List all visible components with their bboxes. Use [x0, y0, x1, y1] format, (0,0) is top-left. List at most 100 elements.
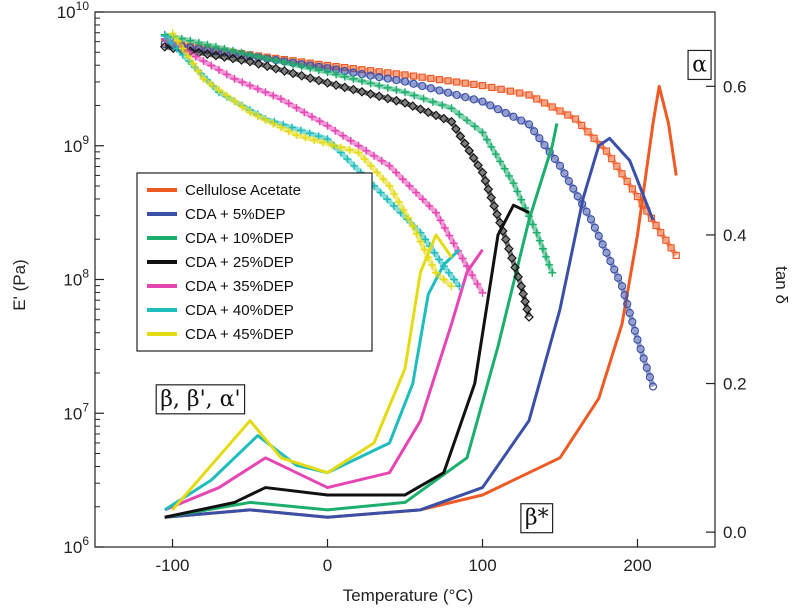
data-point	[428, 261, 437, 270]
data-point	[464, 145, 475, 156]
data-point	[159, 41, 170, 52]
data-point	[416, 237, 425, 246]
left-tick-exponent: 6	[82, 534, 89, 548]
data-point	[556, 107, 564, 115]
data-point	[202, 49, 213, 59]
tan-delta-line	[164, 136, 655, 519]
right-axis-title: tan δ	[772, 266, 791, 304]
data-point	[478, 81, 487, 90]
data-point	[336, 143, 345, 152]
left-tick-exponent: 10	[76, 0, 90, 13]
data-point	[360, 155, 369, 164]
data-point	[507, 253, 517, 263]
data-point	[238, 102, 247, 111]
data-point	[436, 216, 445, 225]
data-point	[392, 168, 401, 177]
data-point	[506, 87, 514, 95]
data-point	[432, 268, 440, 277]
data-point	[207, 61, 216, 70]
data-point	[349, 74, 358, 83]
data-point	[461, 79, 469, 87]
data-point	[277, 94, 285, 103]
left-tick-exponent: 8	[82, 267, 89, 281]
data-point	[357, 77, 366, 86]
data-point	[191, 52, 200, 61]
data-point	[504, 243, 514, 254]
data-point	[528, 220, 537, 229]
data-point	[573, 192, 582, 201]
data-point	[458, 254, 467, 263]
data-point	[357, 86, 367, 97]
data-point	[322, 78, 333, 88]
data-point	[532, 228, 541, 237]
data-point	[548, 268, 557, 277]
data-point	[623, 177, 631, 186]
data-point	[327, 140, 336, 149]
data-point	[219, 52, 230, 62]
data-point	[168, 29, 177, 38]
data-point	[455, 282, 464, 291]
data-point	[425, 201, 434, 210]
data-point	[392, 75, 401, 85]
data-point	[222, 91, 231, 100]
data-point	[517, 116, 526, 125]
data-point	[618, 170, 626, 178]
data-point	[488, 83, 496, 92]
data-point	[594, 231, 603, 241]
data-point	[518, 289, 529, 299]
legend-label: CDA + 25%DEP	[185, 254, 294, 271]
data-point	[447, 282, 456, 291]
data-point	[483, 184, 494, 195]
data-point	[455, 131, 466, 142]
data-point	[540, 140, 549, 150]
x-tick-label: 200	[623, 556, 651, 575]
data-point	[323, 121, 332, 130]
series-group	[160, 34, 487, 512]
data-point	[306, 64, 315, 73]
data-point	[500, 234, 511, 245]
data-point	[391, 95, 402, 106]
data-point	[620, 291, 629, 300]
left-tick-label: 1010	[57, 0, 90, 22]
data-point	[602, 248, 611, 257]
data-point	[473, 160, 483, 171]
data-point	[438, 101, 447, 110]
data-point	[292, 131, 301, 140]
data-point	[596, 141, 604, 149]
data-point	[473, 279, 482, 288]
left-tick-base: 10	[63, 404, 82, 423]
data-point	[410, 72, 418, 80]
data-point	[582, 207, 591, 216]
data-point	[516, 89, 524, 97]
data-point	[339, 82, 350, 93]
x-tick-label: 0	[323, 556, 332, 575]
data-point	[389, 201, 398, 210]
data-point	[374, 91, 385, 102]
data-point	[315, 117, 324, 126]
data-point	[513, 187, 522, 196]
annotation-box	[687, 49, 712, 81]
data-point	[431, 110, 441, 121]
data-point	[453, 78, 461, 86]
left-tick-label: 109	[63, 133, 89, 156]
annotations: α β, β', α' β*	[155, 49, 712, 534]
data-point	[418, 73, 426, 81]
data-point	[410, 91, 419, 100]
data-point	[236, 55, 247, 65]
data-point	[376, 188, 385, 197]
legend-label: Cellulose Acetate	[185, 182, 301, 199]
x-axis-title: Temperature (°C)	[343, 586, 474, 605]
data-point	[492, 209, 502, 220]
data-point	[657, 229, 665, 237]
data-point	[288, 68, 298, 79]
data-point	[633, 192, 642, 201]
tan-delta-line	[164, 203, 530, 519]
data-point	[430, 248, 439, 257]
data-point	[447, 104, 456, 113]
legend-label: CDA + 10%DEP	[185, 230, 294, 247]
data-point	[270, 63, 281, 74]
data-point	[331, 126, 340, 135]
x-tick-label: -100	[155, 556, 189, 575]
data-point	[300, 108, 309, 117]
data-point	[366, 79, 375, 88]
